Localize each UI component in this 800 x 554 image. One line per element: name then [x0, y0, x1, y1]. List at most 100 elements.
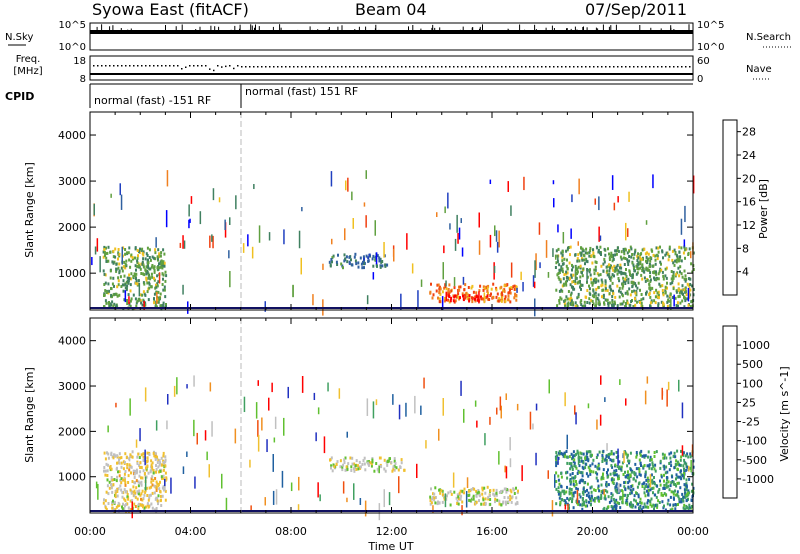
velocity-scatter-cell	[689, 452, 692, 456]
velocity-scatter-cell	[555, 464, 558, 468]
velocity-scatter-cell	[458, 491, 461, 495]
velocity-sparse-echo	[135, 439, 138, 448]
velocity-scatter-cell	[361, 462, 364, 466]
power-scatter-cell	[560, 288, 563, 292]
velocity-scatter-cell	[350, 465, 353, 469]
power-scatter-cell	[558, 301, 561, 305]
velocity-scatter-cell	[570, 462, 573, 466]
power-scatter-cell	[636, 286, 639, 290]
power-scatter-cell	[683, 277, 686, 281]
power-scatter-cell	[614, 302, 616, 306]
power-scatter-cell	[380, 260, 383, 264]
velocity-scatter-cell	[148, 496, 151, 500]
power-scatter-cell	[618, 266, 621, 270]
velocity-scatter-cell	[103, 498, 105, 502]
power-scatter-cell	[618, 286, 621, 290]
velocity-scatter-cell	[578, 464, 581, 468]
nave-dot	[257, 66, 259, 68]
velocity-scatter-cell	[628, 479, 631, 483]
velocity-scatter-cell	[563, 455, 566, 459]
velocity-scatter-cell	[557, 478, 560, 482]
nave-dot	[225, 65, 227, 68]
velocity-scatter-cell	[136, 497, 139, 501]
velocity-scatter-cell	[612, 497, 615, 501]
velocity-scatter-cell	[582, 452, 585, 456]
velocity-scatter-cell	[624, 480, 627, 484]
power-scatter-cell	[586, 268, 589, 272]
power-scatter-cell	[157, 299, 160, 303]
power-scatter-cell	[558, 289, 561, 293]
velocity-scatter-cell	[134, 491, 137, 495]
velocity-scatter-cell	[650, 504, 653, 508]
velocity-scatter-cell	[690, 506, 693, 510]
power-scatter-cell	[650, 248, 653, 252]
power-scatter-cell	[638, 262, 641, 266]
velocity-colorbar-tick-label: 1000	[742, 339, 770, 352]
power-scatter-cell	[438, 300, 441, 304]
freq-right-bottom-tick: 0	[697, 74, 703, 85]
power-scatter-cell	[622, 280, 625, 284]
power-scatter-cell	[574, 253, 577, 257]
velocity-scatter-cell	[613, 504, 616, 508]
velocity-scatter-cell	[585, 493, 588, 497]
power-scatter-cell	[130, 272, 133, 276]
velocity-scatter-cell	[683, 483, 686, 487]
power-scatter-cell	[581, 271, 583, 275]
velocity-scatter-cell	[154, 455, 157, 459]
velocity-sparse-echo	[499, 396, 502, 411]
power-scatter-cell	[690, 284, 693, 288]
velocity-scatter-cell	[345, 465, 348, 469]
power-scatter-cell	[586, 260, 589, 264]
power-scatter-cell	[504, 295, 507, 299]
power-scatter-cell	[604, 284, 607, 288]
power-scatter-cell	[136, 299, 139, 303]
power-sparse-echo	[110, 193, 112, 198]
velocity-scatter-cell	[368, 463, 370, 467]
power-sparse-echo	[155, 237, 157, 248]
power-scatter-cell	[682, 251, 685, 255]
power-scatter-cell	[560, 267, 563, 271]
power-scatter-cell	[644, 279, 647, 283]
velocity-sparse-echo	[264, 497, 266, 506]
power-scatter-cell	[452, 299, 455, 303]
power-scatter-cell	[649, 274, 652, 278]
power-scatter-cell	[136, 265, 139, 269]
power-scatter-cell	[128, 258, 131, 262]
power-scatter-cell	[684, 274, 687, 278]
power-scatter-cell	[588, 254, 591, 258]
power-scatter-cell	[659, 245, 661, 249]
power-scatter-cell	[609, 266, 611, 270]
power-scatter-cell	[157, 267, 160, 271]
power-scatter-cell	[567, 301, 570, 305]
velocity-scatter-cell	[675, 473, 678, 477]
power-scatter-cell	[592, 252, 595, 255]
cpid-panel: CPID normal (fast) -151 RF normal (fast)…	[5, 83, 693, 108]
power-scatter-cell	[350, 258, 352, 262]
velocity-scatter-cell	[161, 494, 164, 498]
power-scatter-cell	[591, 294, 594, 298]
power-scatter-cell	[123, 298, 126, 302]
velocity-scatter-cell	[459, 489, 462, 493]
velocity-scatter-cell	[370, 462, 373, 466]
velocity-scatter-cell	[648, 463, 651, 467]
velocity-scatter-cell	[600, 476, 603, 480]
power-scatter-cell	[571, 268, 573, 272]
power-sparse-echo	[420, 279, 423, 287]
power-scatter-cell	[148, 282, 151, 286]
power-scatter-cell	[158, 266, 161, 270]
velocity-scatter-cell	[605, 458, 608, 462]
velocity-scatter-cell	[475, 493, 478, 497]
velocity-scatter-cell	[104, 499, 107, 503]
nave-dot	[189, 65, 191, 67]
nave-dot	[521, 66, 523, 68]
velocity-scatter-cell	[156, 497, 159, 501]
velocity-scatter-cell	[564, 499, 567, 503]
velocity-scatter-cell	[558, 450, 561, 454]
velocity-scatter-cell	[644, 494, 647, 498]
velocity-scatter-cell	[492, 488, 495, 492]
power-scatter-cell	[670, 277, 673, 281]
power-scatter-cell	[481, 297, 484, 301]
velocity-scatter-cell	[453, 490, 456, 494]
nave-dot	[565, 66, 567, 68]
velocity-scatter-cell	[579, 451, 582, 455]
